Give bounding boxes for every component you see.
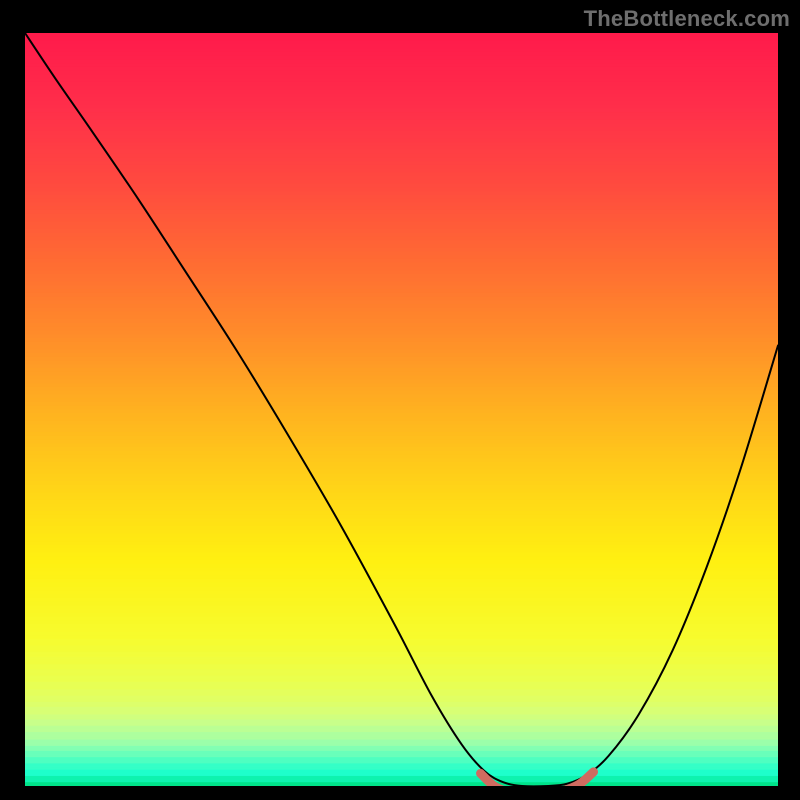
watermark-text: TheBottleneck.com bbox=[584, 6, 790, 32]
bottleneck-curve-plot bbox=[0, 0, 800, 800]
gradient-bands bbox=[25, 33, 778, 787]
chart-stage: TheBottleneck.com bbox=[0, 0, 800, 800]
